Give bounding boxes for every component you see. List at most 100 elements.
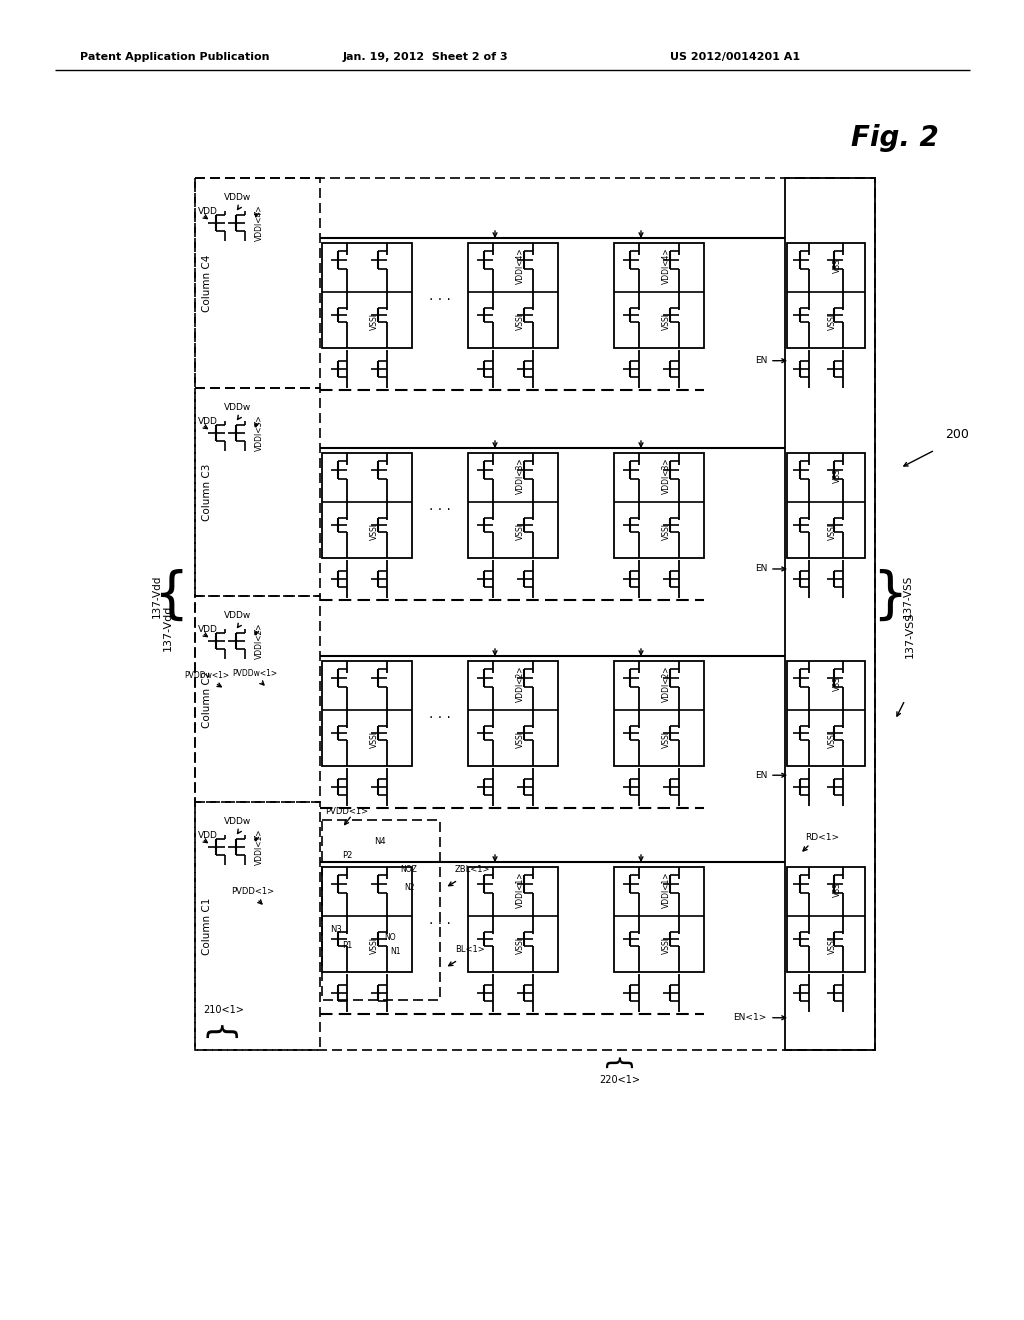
Text: EN<1>: EN<1>	[733, 1014, 767, 1022]
Text: VDD: VDD	[198, 830, 218, 840]
Bar	[787, 661, 865, 766]
Text: VSSI: VSSI	[662, 523, 671, 540]
Text: P2: P2	[342, 850, 352, 859]
Text: VDDI<1>: VDDI<1>	[255, 829, 263, 865]
Text: VDD: VDD	[198, 417, 218, 425]
Text: . . .: . . .	[429, 289, 451, 302]
Bar	[785, 178, 874, 1049]
Bar	[322, 867, 412, 972]
Text: RD<1>: RD<1>	[805, 833, 839, 842]
Text: EN: EN	[755, 565, 767, 573]
Text: VSSI: VSSI	[827, 937, 837, 954]
Text: {: {	[201, 1024, 233, 1045]
Text: VSSI: VSSI	[662, 937, 671, 954]
Text: Column C2: Column C2	[202, 671, 212, 727]
Text: N2: N2	[404, 883, 415, 892]
Text: VDDI<4>: VDDI<4>	[516, 248, 524, 284]
Bar	[614, 867, 705, 972]
Text: Fig. 2: Fig. 2	[851, 124, 939, 152]
Bar	[322, 661, 412, 766]
Bar	[322, 243, 412, 348]
Text: VSSI: VSSI	[827, 523, 837, 540]
Text: VDDI<3>: VDDI<3>	[516, 458, 524, 495]
Text: Column C4: Column C4	[202, 255, 212, 312]
Text: VDDI<2>: VDDI<2>	[516, 665, 524, 702]
Text: 210<1>: 210<1>	[203, 1005, 244, 1015]
Text: VSSI: VSSI	[370, 731, 379, 748]
Text: VDDI<4>: VDDI<4>	[255, 205, 263, 242]
Text: VSSI: VSSI	[516, 523, 524, 540]
Bar	[195, 388, 319, 597]
Text: VSSI: VSSI	[662, 313, 671, 330]
Text: VDDw: VDDw	[224, 404, 252, 412]
Text: VSS: VSS	[833, 469, 842, 483]
Text: VDDI<2>: VDDI<2>	[255, 623, 263, 659]
Text: . . .: . . .	[429, 912, 451, 927]
Text: NO: NO	[384, 933, 395, 942]
Text: VDDI<3>: VDDI<3>	[662, 458, 671, 495]
Text: VDDw: VDDw	[224, 194, 252, 202]
Text: VSSI: VSSI	[827, 313, 837, 330]
Text: EN: EN	[755, 356, 767, 366]
Text: Column C1: Column C1	[202, 898, 212, 954]
Text: VDDI<4>: VDDI<4>	[662, 248, 671, 284]
Text: VSSI: VSSI	[516, 313, 524, 330]
Text: VDDI<1>: VDDI<1>	[662, 871, 671, 908]
Text: Patent Application Publication: Patent Application Publication	[80, 51, 269, 62]
Text: 200: 200	[945, 429, 969, 441]
Bar	[468, 867, 558, 972]
Text: VDD: VDD	[198, 624, 218, 634]
Bar	[614, 661, 705, 766]
Bar	[787, 243, 865, 348]
Text: VSS: VSS	[833, 883, 842, 898]
Text: VDDw: VDDw	[224, 611, 252, 620]
Text: P1: P1	[342, 940, 352, 949]
Bar	[195, 803, 319, 1049]
Bar	[787, 867, 865, 972]
Text: BL<1>: BL<1>	[455, 945, 484, 954]
Bar	[614, 243, 705, 348]
Text: . . .: . . .	[429, 499, 451, 512]
Bar	[322, 453, 412, 558]
Bar	[468, 661, 558, 766]
Text: ZBL<1>: ZBL<1>	[455, 866, 490, 874]
Text: VDDI<1>: VDDI<1>	[516, 871, 524, 908]
Text: VSSI: VSSI	[516, 937, 524, 954]
Text: }: }	[872, 569, 907, 623]
Text: PVDDw<1>: PVDDw<1>	[184, 672, 229, 681]
Bar	[468, 243, 558, 348]
Text: NOZ: NOZ	[400, 866, 417, 874]
Text: VDDw: VDDw	[224, 817, 252, 826]
Text: VSSI: VSSI	[516, 731, 524, 748]
Bar	[195, 178, 319, 388]
Text: VSSI: VSSI	[370, 937, 379, 954]
Text: 137-Vdd: 137-Vdd	[152, 574, 162, 618]
Text: 137-VSS: 137-VSS	[905, 611, 915, 659]
Text: Column C3: Column C3	[202, 463, 212, 520]
Bar	[195, 178, 874, 1049]
Text: VDD: VDD	[198, 206, 218, 215]
Text: 137-Vdd: 137-Vdd	[163, 605, 173, 651]
Text: 220<1>: 220<1>	[599, 1074, 640, 1085]
Text: {: {	[154, 569, 188, 623]
Text: VSSI: VSSI	[827, 731, 837, 748]
Text: US 2012/0014201 A1: US 2012/0014201 A1	[670, 51, 800, 62]
Bar	[468, 453, 558, 558]
Text: VDDI<2>: VDDI<2>	[662, 665, 671, 702]
Text: Jan. 19, 2012  Sheet 2 of 3: Jan. 19, 2012 Sheet 2 of 3	[342, 51, 508, 62]
Text: VDDI<3>: VDDI<3>	[255, 414, 263, 451]
Text: PVDD<1>: PVDD<1>	[326, 808, 369, 817]
Text: VSSI: VSSI	[662, 731, 671, 748]
Text: {: {	[601, 1056, 629, 1073]
Text: VSSI: VSSI	[370, 523, 379, 540]
Text: . . .: . . .	[429, 706, 451, 721]
Text: 137-VSS: 137-VSS	[903, 574, 913, 618]
Text: N3: N3	[330, 925, 342, 935]
Bar	[787, 453, 865, 558]
Text: N4: N4	[374, 837, 386, 846]
Bar	[614, 453, 705, 558]
Text: PVDDw<1>: PVDDw<1>	[232, 669, 278, 678]
Text: N1: N1	[390, 948, 400, 957]
Bar	[322, 820, 440, 1001]
Text: VSS: VSS	[833, 259, 842, 273]
